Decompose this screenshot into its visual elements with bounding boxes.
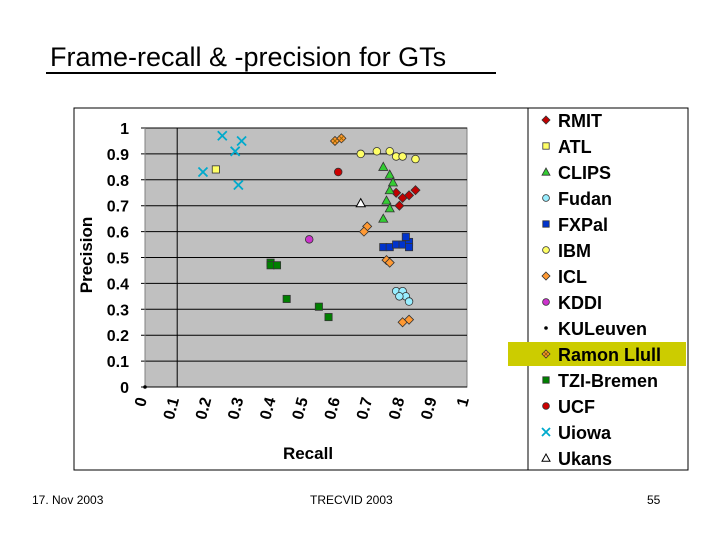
point-fudan xyxy=(405,298,413,306)
y-tick-label: 0.7 xyxy=(107,199,129,216)
point-tzi-bremen xyxy=(273,262,280,269)
legend-label-ucf: UCF xyxy=(558,397,595,417)
legend-label-uiowa: Uiowa xyxy=(558,423,612,443)
legend-label-ukans: Ukans xyxy=(558,449,612,469)
legend-marker-kuleuven xyxy=(544,326,548,330)
point-ibm xyxy=(357,150,365,158)
point-kuleuven xyxy=(143,385,147,389)
y-tick-label: 0.5 xyxy=(107,251,129,268)
legend-label-kddi: KDDI xyxy=(558,293,602,313)
y-tick-label: 0.8 xyxy=(107,173,129,190)
legend-label-kuleuven: KULeuven xyxy=(558,319,647,339)
point-ibm xyxy=(373,147,381,155)
legend-label-fxpal: FXPal xyxy=(558,215,608,235)
point-ucf xyxy=(334,168,342,176)
point-tzi-bremen xyxy=(315,303,322,310)
legend-label-fudan: Fudan xyxy=(558,189,612,209)
x-axis-title: Recall xyxy=(283,444,333,463)
point-fxpal xyxy=(405,244,412,251)
y-tick-label: 0.2 xyxy=(107,328,129,345)
footer-event: TRECVID 2003 xyxy=(310,493,393,507)
y-tick-labels: 0 0.1 0.2 0.3 0.4 0.5 0.6 0.7 0.8 0.9 1 xyxy=(107,121,129,397)
y-tick-label: 0.3 xyxy=(107,302,129,319)
legend-label-ramon-llull: Ramon Llull xyxy=(558,345,661,365)
point-fudan xyxy=(396,293,404,301)
footer-date: 17. Nov 2003 xyxy=(32,493,103,507)
legend-label-icl: ICL xyxy=(558,267,587,287)
y-tick-label: 0 xyxy=(120,380,129,397)
point-kddi xyxy=(305,236,313,244)
y-tick-label: 0.9 xyxy=(107,147,129,164)
legend-label-ibm: IBM xyxy=(558,241,591,261)
point-tzi-bremen xyxy=(325,313,332,320)
legend-marker-ibm xyxy=(543,247,550,254)
legend-marker-fudan xyxy=(543,195,550,202)
legend-label-tzi-bremen: TZI-Bremen xyxy=(558,371,658,391)
y-tick-label: 0.1 xyxy=(107,354,129,371)
footer-page-number: 55 xyxy=(647,493,660,507)
legend-marker-tzi-bremen xyxy=(543,377,549,383)
point-tzi-bremen xyxy=(283,295,290,302)
y-tick-label: 0.6 xyxy=(107,225,129,242)
legend-marker-atl xyxy=(543,143,549,149)
point-fxpal xyxy=(402,233,409,240)
legend-marker-kddi xyxy=(543,299,550,306)
legend-marker-ucf xyxy=(543,403,550,410)
point-ibm xyxy=(386,147,394,155)
y-axis-title: Precision xyxy=(77,217,96,294)
point-ibm xyxy=(399,153,407,161)
y-tick-label: 1 xyxy=(120,121,129,138)
legend-marker-fxpal xyxy=(543,221,549,227)
legend-label-atl: ATL xyxy=(558,137,592,157)
legend-label-clips: CLIPS xyxy=(558,163,611,183)
point-ibm xyxy=(412,155,420,163)
y-tick-label: 0.4 xyxy=(107,276,129,293)
point-atl xyxy=(212,166,219,173)
legend-label-rmit: RMIT xyxy=(558,111,602,131)
